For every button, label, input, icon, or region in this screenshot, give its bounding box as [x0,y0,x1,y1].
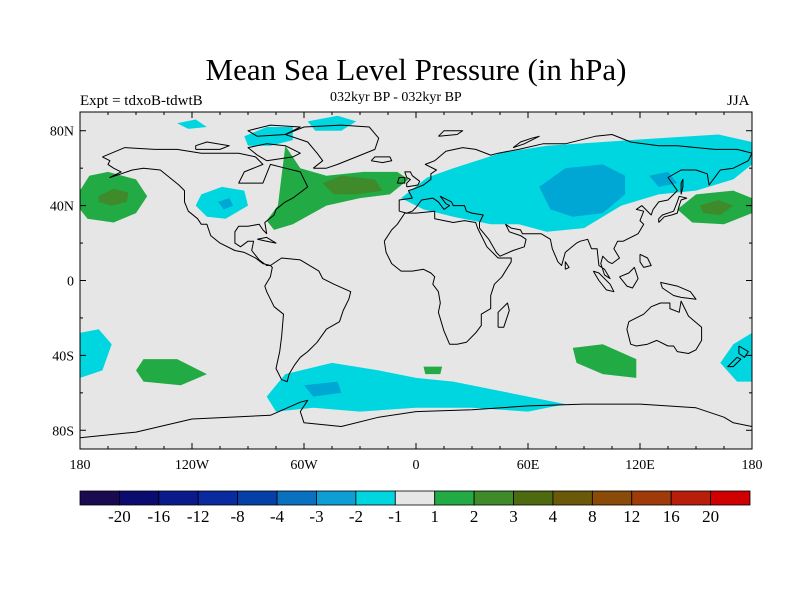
x-tick-label: 180 [742,458,763,473]
y-tick-label: 40S [52,349,74,364]
y-tick-label: 80S [52,424,74,439]
sumatra-coastline [592,270,615,293]
south-pacific-high-a-region [136,359,207,386]
asia-low-core-region [539,164,626,217]
great-britain-coastline [404,171,421,188]
colorbar-swatch [670,490,711,506]
africa-coastline [383,210,512,345]
northwest-pacific-core-region [699,200,734,215]
novaya-zemlya-coastline [512,135,540,149]
new-guinea-coastline [660,281,697,300]
colorbar-swatch [591,490,633,506]
south-indian-high-region [572,344,637,378]
borneo-coastline [619,266,639,289]
colorbar-label: 20 [702,507,719,526]
north-pacific-core-region [98,188,129,206]
colorbar-label: -16 [147,507,170,526]
australia-coastline [626,300,703,354]
colorbar-label: -4 [270,507,285,526]
plot-title: Mean Sea Level Pressure (in hPa) [205,52,627,87]
south-atlantic-small-high-region [423,366,443,375]
season-label: JJA [727,93,750,109]
colorbar: -20 -16 -12 -8 -4 -3 -2 -1 1 2 3 4 8 12 16 20 [79,490,751,526]
southern-ocean-low-core-region [304,381,342,397]
x-tick-label: 60W [290,458,318,473]
colorbar-label: 12 [623,507,640,526]
colorbar-label: -3 [309,507,323,526]
colorbar-swatch [158,490,199,506]
colorbar-label: -12 [187,507,210,526]
colorbar-label: -20 [108,507,131,526]
colorbar-label: 8 [588,507,597,526]
north-america-low-core-region [218,198,234,210]
ireland-coastline [396,177,406,184]
colorbar-label: 2 [470,507,479,526]
greenland-coastline [284,124,380,169]
x-tick-label: 120E [625,458,655,473]
colorbar-swatch [473,490,514,506]
colorbar-swatch [513,490,554,506]
philippines-coastline [639,253,652,268]
map-panel: 180 120W 60W 0 60E 120E 180 80N 40N 0 40S 80S [50,111,763,473]
y-tick-label: 0 [67,275,74,290]
colorbar-label: -8 [231,507,245,526]
colorbar-swatch [631,490,672,506]
x-tick-label: 180 [70,458,91,473]
colorbar-swatch [316,490,357,506]
arctic-low-1-region [307,115,357,131]
south-america-coastline [264,257,352,383]
experiment-label: Expt = tdxoB-tdwtB [80,93,203,109]
north-america-coastline [102,147,309,266]
new-zealand-north-coastline [738,345,749,358]
colorbar-swatch [237,490,278,506]
colorbar-swatch [394,490,436,506]
colorbar-label: -2 [349,507,363,526]
colorbar-label: 1 [430,507,439,526]
victoria-island-coastline [195,141,230,150]
iceland-coastline [370,156,393,164]
cuba-coastline [257,236,277,244]
colorbar-swatch [710,490,751,506]
canada-arctic-low-region [244,127,293,146]
colorbar-label: -1 [388,507,402,526]
colorbar-label: 4 [549,507,558,526]
coastlines [80,124,752,439]
y-tick-label: 80N [50,125,74,140]
x-tick-label: 120W [175,458,210,473]
colorbar-swatch [79,490,120,506]
x-tick-label: 60E [517,458,540,473]
baffin-island-coastline [247,143,301,162]
antarctica-coastline [80,399,752,439]
colorbar-swatch [355,490,396,506]
sri-lanka-coastline [564,261,570,270]
ellesmere-island-coastline [247,124,301,137]
colorbar-label: 3 [509,507,518,526]
sakhalin-coastline [680,178,684,195]
period-label: 032kyr BP - 032kyr BP [330,90,462,105]
japan-coastline [658,195,688,223]
southern-ocean-low-region [266,362,566,412]
colorbar-swatch [197,490,239,506]
arctic-low-2-region [177,119,207,129]
madagascar-coastline [497,302,510,328]
colorbar-swatch [119,490,160,506]
colorbar-swatch [552,490,593,506]
colorbar-swatch [434,490,475,506]
colorbar-label: 16 [663,507,680,526]
anomaly-regions [80,115,752,412]
svalbard-coastline [438,130,464,137]
south-pacific-low-east-region [720,332,752,382]
south-pacific-low-west-region [80,329,112,378]
north-atlantic-core-region [322,175,383,195]
colorbar-swatch [276,490,317,506]
new-zealand-south-coastline [727,356,742,368]
y-tick-label: 40N [50,200,74,215]
eurasia-coastline [398,134,752,280]
x-tick-label: 0 [413,458,420,473]
